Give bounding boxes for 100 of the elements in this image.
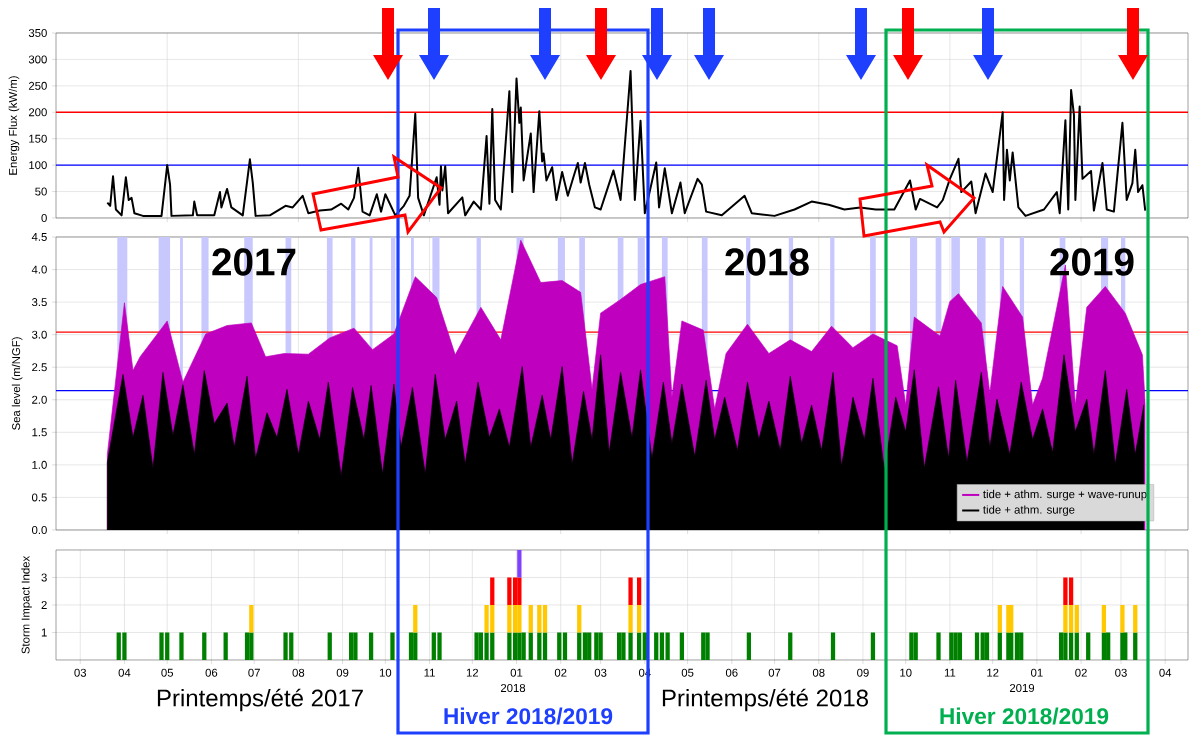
bar bbox=[788, 632, 793, 660]
line-series bbox=[106, 70, 1147, 217]
bar bbox=[594, 632, 599, 660]
bar bbox=[517, 549, 522, 578]
x-tick-label: 12 bbox=[466, 668, 479, 677]
bar bbox=[179, 632, 184, 660]
y-tick-label: 1.0 bbox=[32, 460, 47, 469]
x-tick-label: 03 bbox=[74, 668, 87, 677]
x-tick-label: 01 bbox=[1031, 668, 1043, 677]
y-axis-title: Energy Flux (kW/m) bbox=[8, 76, 20, 175]
x-tick-label: 07 bbox=[248, 668, 260, 677]
bar bbox=[870, 632, 876, 660]
y-tick-label: 1 bbox=[41, 628, 47, 637]
x-tick-label: 05 bbox=[161, 668, 174, 677]
bar bbox=[542, 604, 548, 633]
bar bbox=[701, 632, 706, 660]
bar bbox=[517, 632, 522, 660]
y-tick-label: 150 bbox=[29, 134, 47, 143]
bar bbox=[537, 632, 542, 660]
y-tick-label: 3.5 bbox=[31, 298, 47, 307]
y-tick-label: 2.0 bbox=[32, 395, 47, 404]
annotation: 2019 bbox=[1050, 248, 1134, 276]
bar bbox=[517, 577, 522, 605]
x-tick-label: 02 bbox=[1075, 668, 1087, 677]
y-tick-label: 3 bbox=[41, 573, 47, 582]
bar bbox=[244, 632, 250, 660]
bar bbox=[1014, 632, 1020, 660]
bar bbox=[537, 604, 542, 633]
x-tick-label: 02 bbox=[554, 668, 567, 677]
x-tick-label: 09 bbox=[857, 668, 869, 677]
bar bbox=[636, 604, 642, 633]
bar bbox=[636, 577, 642, 605]
y-tick-label: 300 bbox=[28, 55, 47, 64]
y-tick-label: 3.0 bbox=[31, 330, 47, 339]
y-tick-label: 250 bbox=[28, 81, 47, 90]
y-tick-label: 1.5 bbox=[32, 428, 47, 437]
annotation: 2017 bbox=[212, 248, 296, 276]
bar bbox=[490, 577, 495, 605]
y-tick-label: 350 bbox=[28, 28, 47, 37]
y-axis-title: Sea level (m/NGF) bbox=[11, 337, 23, 430]
bar bbox=[1086, 632, 1091, 660]
bar bbox=[542, 632, 548, 660]
bar bbox=[628, 577, 633, 605]
annotation: 2018 bbox=[725, 248, 809, 276]
x-tick-label: 03 bbox=[594, 668, 607, 677]
bar bbox=[621, 632, 626, 660]
x-tick-label: 06 bbox=[205, 668, 218, 677]
bar bbox=[1133, 632, 1138, 660]
bar bbox=[746, 632, 752, 660]
bar bbox=[517, 604, 522, 633]
bar bbox=[636, 632, 642, 660]
bar bbox=[587, 632, 592, 660]
text: 2018 bbox=[500, 683, 526, 692]
x-tick-label: 01 bbox=[510, 668, 523, 677]
y-tick-label: 2 bbox=[41, 601, 47, 609]
x-tick-label: 09 bbox=[336, 668, 349, 677]
y-tick-label: 0.5 bbox=[31, 493, 47, 502]
bar bbox=[957, 632, 963, 660]
bar bbox=[980, 632, 985, 660]
bar bbox=[598, 632, 603, 660]
bar bbox=[390, 632, 395, 660]
bar bbox=[617, 632, 622, 660]
bar bbox=[1074, 604, 1079, 633]
bar bbox=[413, 604, 418, 633]
x-tick-label: 08 bbox=[812, 668, 825, 677]
x-tick-label: 11 bbox=[424, 668, 435, 677]
x-tick-label: 05 bbox=[681, 668, 694, 677]
bar bbox=[949, 632, 954, 660]
x-tick-label: 04 bbox=[1159, 668, 1172, 677]
bar bbox=[577, 604, 582, 633]
bar bbox=[953, 632, 958, 660]
bar bbox=[628, 604, 633, 633]
bar bbox=[474, 632, 479, 660]
bar bbox=[528, 632, 533, 660]
text: Hiver 2018/2019 bbox=[444, 707, 613, 725]
legend-label: tide + athm. surge bbox=[983, 505, 1075, 516]
bar bbox=[1074, 632, 1079, 660]
bar bbox=[249, 604, 254, 633]
bar bbox=[1106, 632, 1111, 660]
x-tick-label: 06 bbox=[725, 668, 738, 677]
x-tick-label: 10 bbox=[900, 668, 912, 677]
text: Hiver 2018/2019 bbox=[940, 707, 1109, 725]
x-tick-label: 08 bbox=[292, 668, 305, 677]
bar bbox=[582, 632, 588, 660]
bar bbox=[909, 632, 914, 660]
bar bbox=[521, 632, 526, 660]
bar bbox=[353, 632, 358, 660]
bar bbox=[528, 604, 533, 633]
bar bbox=[654, 632, 659, 660]
bar bbox=[830, 632, 836, 660]
y-tick-label: 50 bbox=[35, 187, 47, 196]
y-tick-label: 200 bbox=[28, 108, 47, 117]
y-tick-label: 4.5 bbox=[31, 233, 47, 241]
bar bbox=[557, 632, 562, 660]
text: 2019 bbox=[1009, 683, 1035, 692]
bar bbox=[1058, 632, 1064, 660]
bar bbox=[327, 632, 332, 660]
bar bbox=[984, 632, 990, 660]
bar bbox=[997, 632, 1002, 660]
y-tick-label: 0 bbox=[41, 213, 47, 222]
